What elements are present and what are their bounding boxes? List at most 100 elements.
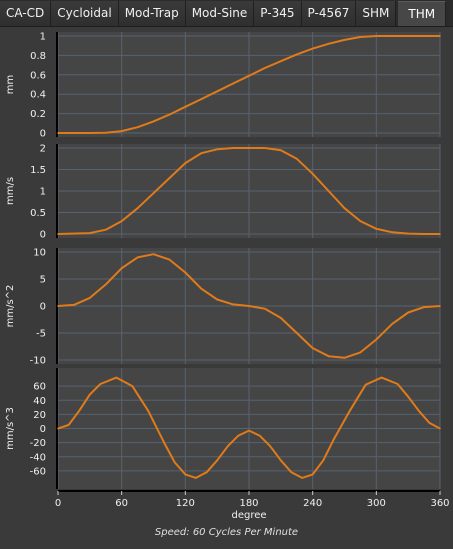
data-point [327, 355, 330, 358]
data-point [343, 39, 346, 41]
data-point [295, 157, 298, 160]
tab-cycloidal[interactable]: Cycloidal [51, 1, 119, 26]
data-point [216, 459, 218, 462]
tab-p-4567[interactable]: P-4567 [301, 1, 357, 26]
x-tick-label: 360 [430, 498, 449, 509]
data-point [216, 148, 218, 151]
data-point [57, 132, 59, 134]
x-tick-label: 0 [55, 498, 61, 509]
data-point [104, 283, 107, 286]
y-tick-label: 0.6 [30, 70, 46, 81]
data-point [232, 147, 234, 149]
x-tick-label: 60 [115, 498, 128, 509]
data-point [57, 305, 59, 307]
data-point [168, 113, 171, 116]
data-point [104, 131, 107, 134]
data-point [226, 445, 229, 447]
data-point [152, 120, 155, 123]
data-point [327, 190, 330, 192]
data-point [391, 323, 394, 325]
data-point [439, 35, 441, 37]
data-point [163, 441, 165, 444]
tab-thm[interactable]: THM [398, 1, 447, 26]
data-point [195, 477, 197, 479]
y-tick-label: -5 [36, 329, 46, 340]
y-tick-label: 1 [40, 32, 46, 43]
y-tick-label: 0 [40, 424, 46, 435]
y-tick-label: 60 [33, 382, 46, 393]
tab-mod-sine[interactable]: Mod-Sine [185, 1, 255, 26]
data-point [248, 147, 250, 149]
data-point [396, 383, 399, 385]
chart-panel-4: -60 -40 -20 0 20 40 60 mm/s^3 [5, 368, 441, 489]
y-axis-label: mm/s [5, 177, 16, 205]
x-tick-label: 300 [367, 498, 386, 509]
data-point [184, 473, 187, 476]
y-tick-label: 0.4 [30, 90, 46, 101]
data-point [168, 177, 171, 179]
data-point [232, 303, 234, 306]
y-tick-label: 0.5 [30, 208, 46, 219]
data-point [248, 74, 250, 77]
chart-panel-3: -10 -5 0 5 10 mm/s^2 [5, 248, 441, 367]
data-point [359, 351, 362, 354]
data-point [439, 233, 441, 235]
data-point [120, 267, 123, 269]
data-point [423, 306, 425, 308]
data-point [380, 376, 383, 379]
y-tick-label: 0 [40, 230, 46, 241]
data-point [439, 305, 441, 307]
y-axis-label: mm/s^2 [5, 285, 16, 328]
x-tick-label: 180 [239, 498, 258, 509]
data-point [295, 53, 298, 56]
data-point [67, 424, 70, 426]
data-point [89, 132, 91, 134]
data-point [200, 152, 203, 154]
data-point [343, 207, 346, 209]
data-point [248, 305, 250, 307]
data-point [280, 60, 282, 63]
data-point [290, 471, 293, 474]
data-point [136, 207, 139, 209]
data-point [280, 149, 282, 151]
x-axis-label: degree [231, 510, 266, 521]
data-point [375, 35, 378, 37]
x-tick-label: 240 [303, 498, 322, 509]
data-point [136, 256, 139, 259]
data-point [147, 410, 149, 412]
data-point [78, 410, 81, 412]
data-point [216, 90, 218, 93]
data-point [407, 311, 409, 314]
data-point [99, 383, 102, 385]
data-point [136, 126, 139, 128]
data-point [73, 304, 75, 306]
data-point [200, 98, 203, 100]
tab-shm[interactable]: SHM [356, 1, 397, 26]
data-point [349, 410, 351, 412]
data-point [359, 36, 362, 38]
data-point [391, 35, 394, 37]
plot-area: 0 0.2 0.4 0.6 0.8 1 mm 0 0.5 1 1.5 2 mm/s -10 -5 0 5 10 mm… [0, 27, 453, 545]
y-tick-label: 5 [40, 275, 46, 286]
data-point [200, 287, 203, 290]
data-point [89, 393, 91, 396]
data-point [407, 395, 409, 398]
data-point [333, 438, 335, 440]
tab-mod-trap[interactable]: Mod-Trap [118, 1, 186, 26]
data-point [364, 383, 367, 386]
tab-p-345[interactable]: P-345 [254, 1, 302, 26]
chart-panel-2: 0 0.5 1 1.5 2 mm/s [5, 144, 441, 241]
y-tick-label: 0.8 [30, 51, 46, 62]
data-point [311, 473, 314, 476]
data-point [264, 147, 266, 149]
y-tick-label: 0 [40, 302, 46, 313]
data-point [343, 357, 346, 359]
y-tick-label: 40 [33, 396, 46, 407]
data-point [248, 429, 250, 432]
x-axis: 0 60 120 180 240 300 360 degree [55, 490, 450, 521]
data-point [232, 82, 234, 85]
speed-caption: Speed: 60 Cycles Per Minute [154, 527, 299, 538]
data-point [269, 445, 272, 447]
tab-ca-cd[interactable]: CA-CD [0, 1, 52, 26]
data-point [439, 427, 441, 430]
